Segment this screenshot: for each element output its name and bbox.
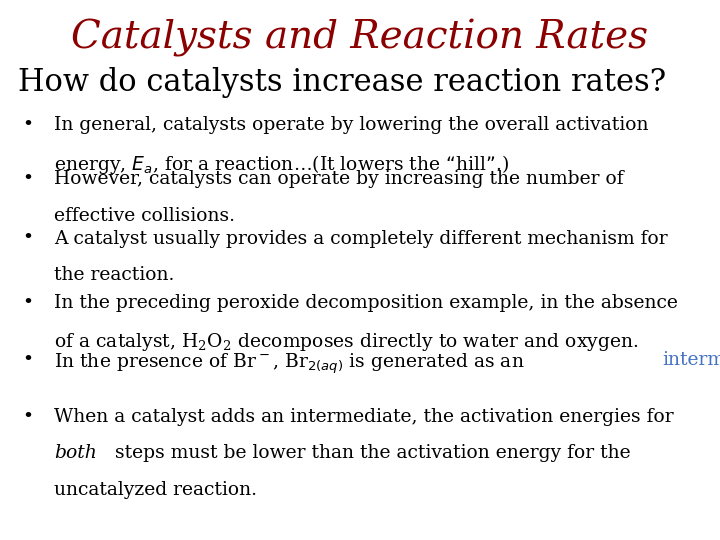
Text: effective collisions.: effective collisions. [54, 207, 235, 225]
Text: Catalysts and Reaction Rates: Catalysts and Reaction Rates [71, 19, 649, 57]
Text: •: • [22, 116, 33, 134]
Text: •: • [22, 351, 33, 369]
Text: In general, catalysts operate by lowering the overall activation: In general, catalysts operate by lowerin… [54, 116, 649, 134]
Text: intermediate.: intermediate. [662, 351, 720, 369]
Text: both: both [54, 444, 97, 462]
Text: •: • [22, 294, 33, 312]
Text: When a catalyst adds an intermediate, the activation energies for: When a catalyst adds an intermediate, th… [54, 408, 674, 426]
Text: •: • [22, 170, 33, 188]
Text: steps must be lower than the activation energy for the: steps must be lower than the activation … [109, 444, 631, 462]
Text: In the preceding peroxide decomposition example, in the absence: In the preceding peroxide decomposition … [54, 294, 678, 312]
Text: •: • [22, 408, 33, 426]
Text: energy, $E_a$, for a reaction…(It lowers the “hill”.): energy, $E_a$, for a reaction…(It lowers… [54, 153, 509, 176]
Text: •: • [22, 230, 33, 247]
Text: of a catalyst, $\mathregular{H_2O_2}$ decomposes directly to water and oxygen.: of a catalyst, $\mathregular{H_2O_2}$ de… [54, 331, 639, 353]
Text: However, catalysts can operate by increasing the number of: However, catalysts can operate by increa… [54, 170, 624, 188]
Text: In the presence of Br$^-$, Br$_{2(aq)}$ is generated as an: In the presence of Br$^-$, Br$_{2(aq)}$ … [54, 351, 525, 375]
Text: How do catalysts increase reaction rates?: How do catalysts increase reaction rates… [18, 68, 666, 98]
Text: uncatalyzed reaction.: uncatalyzed reaction. [54, 481, 257, 499]
Text: the reaction.: the reaction. [54, 266, 174, 284]
Text: A catalyst usually provides a completely different mechanism for: A catalyst usually provides a completely… [54, 230, 667, 247]
